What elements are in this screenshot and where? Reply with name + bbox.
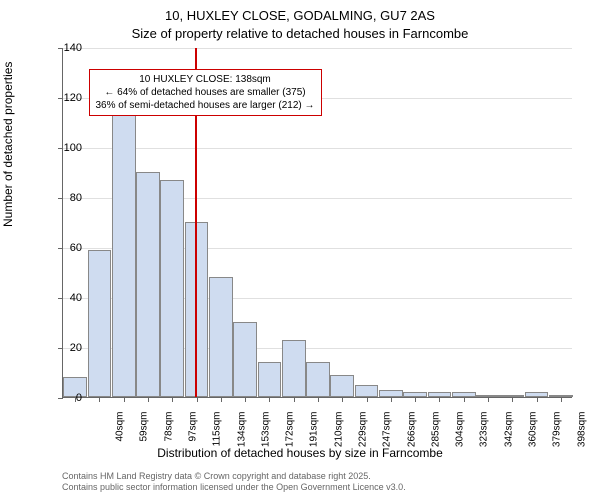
histogram-bar [209, 277, 233, 397]
histogram-bar [160, 180, 184, 398]
xtick-label: 285sqm [430, 412, 441, 462]
histogram-bar [258, 362, 282, 397]
xtick-mark [561, 397, 562, 402]
xtick-label: 323sqm [479, 412, 490, 462]
xtick-mark [415, 397, 416, 402]
histogram-bar [330, 375, 354, 398]
ytick-label: 0 [52, 392, 82, 404]
xtick-mark [197, 397, 198, 402]
xtick-label: 59sqm [139, 412, 150, 462]
xtick-mark [342, 397, 343, 402]
xtick-mark [367, 397, 368, 402]
xtick-mark [537, 397, 538, 402]
xtick-mark [269, 397, 270, 402]
xtick-label: 172sqm [285, 412, 296, 462]
footer-line-2: Contains public sector information licen… [62, 482, 406, 494]
xtick-mark [124, 397, 125, 402]
ytick-label: 80 [52, 192, 82, 204]
xtick-label: 398sqm [576, 412, 587, 462]
xtick-label: 360sqm [528, 412, 539, 462]
ytick-label: 20 [52, 342, 82, 354]
xtick-label: 304sqm [455, 412, 466, 462]
xtick-label: 153sqm [260, 412, 271, 462]
xtick-mark [245, 397, 246, 402]
xtick-mark [221, 397, 222, 402]
xtick-label: 229sqm [358, 412, 369, 462]
histogram-bar [136, 172, 160, 397]
xtick-mark [294, 397, 295, 402]
histogram-bar [355, 385, 379, 398]
annotation-box: 10 HUXLEY CLOSE: 138sqm← 64% of detached… [89, 69, 322, 116]
ytick-label: 40 [52, 292, 82, 304]
xtick-label: 191sqm [309, 412, 320, 462]
xtick-label: 379sqm [552, 412, 563, 462]
annotation-line: 10 HUXLEY CLOSE: 138sqm [96, 73, 315, 86]
xtick-mark [391, 397, 392, 402]
xtick-label: 97sqm [188, 412, 199, 462]
annotation-line: ← 64% of detached houses are smaller (37… [96, 86, 315, 99]
xtick-mark [172, 397, 173, 402]
footer-line-1: Contains HM Land Registry data © Crown c… [62, 471, 406, 483]
xtick-mark [318, 397, 319, 402]
xtick-label: 78sqm [163, 412, 174, 462]
xtick-mark [99, 397, 100, 402]
ytick-label: 60 [52, 242, 82, 254]
xtick-label: 342sqm [503, 412, 514, 462]
xtick-mark [148, 397, 149, 402]
footer-attribution: Contains HM Land Registry data © Crown c… [62, 471, 406, 494]
gridline [63, 148, 572, 149]
xtick-mark [464, 397, 465, 402]
xtick-label: 134sqm [236, 412, 247, 462]
ytick-label: 120 [52, 92, 82, 104]
histogram-bar [233, 322, 257, 397]
chart-title-main: 10, HUXLEY CLOSE, GODALMING, GU7 2AS [0, 8, 600, 23]
chart-title-sub: Size of property relative to detached ho… [0, 26, 600, 41]
histogram-bar [112, 105, 136, 398]
xtick-label: 115sqm [212, 412, 223, 462]
histogram-bar [379, 390, 403, 398]
xtick-label: 210sqm [333, 412, 344, 462]
plot-area: 10 HUXLEY CLOSE: 138sqm← 64% of detached… [62, 48, 572, 398]
y-axis-label: Number of detached properties [1, 62, 15, 227]
xtick-mark [512, 397, 513, 402]
xtick-label: 266sqm [406, 412, 417, 462]
gridline [63, 48, 572, 49]
xtick-label: 40sqm [115, 412, 126, 462]
ytick-label: 100 [52, 142, 82, 154]
xtick-mark [488, 397, 489, 402]
ytick-label: 140 [52, 42, 82, 54]
histogram-bar [306, 362, 330, 397]
histogram-bar [282, 340, 306, 398]
xtick-label: 247sqm [382, 412, 393, 462]
xtick-mark [439, 397, 440, 402]
annotation-line: 36% of semi-detached houses are larger (… [96, 99, 315, 112]
histogram-bar [88, 250, 112, 398]
